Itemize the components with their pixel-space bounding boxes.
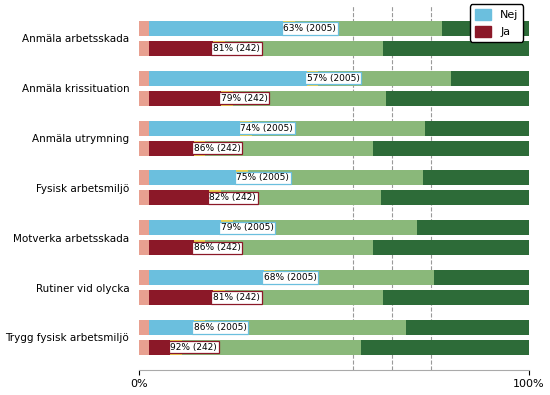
Bar bbox=[434, 270, 529, 285]
Bar bbox=[225, 41, 383, 56]
Bar bbox=[148, 141, 194, 156]
Bar bbox=[248, 171, 424, 185]
Bar bbox=[276, 270, 434, 285]
Text: 57% (2005): 57% (2005) bbox=[306, 74, 360, 83]
Bar bbox=[148, 340, 170, 355]
Bar bbox=[139, 91, 148, 106]
Bar bbox=[387, 91, 529, 106]
Legend: Nej, Ja: Nej, Ja bbox=[470, 4, 523, 42]
Bar bbox=[182, 340, 361, 355]
Bar bbox=[148, 290, 213, 305]
Bar bbox=[381, 190, 529, 205]
Bar bbox=[373, 240, 529, 255]
Bar bbox=[361, 340, 529, 355]
Bar bbox=[148, 220, 221, 235]
Bar bbox=[221, 91, 233, 106]
Text: 79% (242): 79% (242) bbox=[221, 94, 268, 103]
Text: 68% (2005): 68% (2005) bbox=[263, 273, 317, 282]
Bar bbox=[383, 41, 529, 56]
Bar bbox=[240, 120, 252, 135]
Bar bbox=[213, 290, 225, 305]
Text: 75% (2005): 75% (2005) bbox=[236, 173, 289, 182]
Bar bbox=[236, 171, 248, 185]
Bar bbox=[139, 41, 148, 56]
Bar bbox=[424, 171, 529, 185]
Bar bbox=[139, 240, 148, 255]
Bar bbox=[139, 120, 148, 135]
Bar bbox=[139, 340, 148, 355]
Bar bbox=[194, 141, 205, 156]
Bar bbox=[205, 141, 373, 156]
Bar bbox=[139, 220, 148, 235]
Text: 86% (2005): 86% (2005) bbox=[194, 323, 246, 332]
Bar bbox=[148, 41, 213, 56]
Bar bbox=[406, 320, 529, 335]
Bar bbox=[233, 91, 387, 106]
Bar bbox=[139, 290, 148, 305]
Bar bbox=[148, 120, 240, 135]
Bar bbox=[233, 220, 417, 235]
Bar bbox=[139, 21, 148, 36]
Bar bbox=[306, 71, 318, 86]
Text: 82% (242): 82% (242) bbox=[209, 194, 256, 202]
Bar bbox=[139, 270, 148, 285]
Bar bbox=[452, 71, 529, 86]
Bar bbox=[209, 190, 221, 205]
Bar bbox=[194, 240, 205, 255]
Bar bbox=[221, 220, 233, 235]
Bar bbox=[263, 270, 276, 285]
Bar bbox=[139, 171, 148, 185]
Bar bbox=[221, 190, 381, 205]
Bar bbox=[252, 120, 425, 135]
Bar bbox=[139, 320, 148, 335]
Text: 79% (2005): 79% (2005) bbox=[221, 223, 274, 232]
Bar bbox=[383, 290, 529, 305]
Bar bbox=[148, 21, 283, 36]
Text: 63% (2005): 63% (2005) bbox=[283, 24, 336, 33]
Bar bbox=[194, 320, 205, 335]
Bar bbox=[295, 21, 442, 36]
Text: 74% (2005): 74% (2005) bbox=[240, 124, 293, 133]
Bar bbox=[373, 141, 529, 156]
Bar bbox=[139, 141, 148, 156]
Bar bbox=[225, 290, 383, 305]
Bar bbox=[318, 71, 452, 86]
Bar bbox=[425, 120, 529, 135]
Text: 92% (242): 92% (242) bbox=[170, 343, 217, 352]
Bar bbox=[417, 220, 529, 235]
Bar bbox=[148, 91, 221, 106]
Bar bbox=[139, 71, 148, 86]
Text: 86% (242): 86% (242) bbox=[194, 143, 240, 152]
Bar bbox=[205, 240, 373, 255]
Text: 81% (242): 81% (242) bbox=[213, 44, 260, 53]
Bar bbox=[283, 21, 295, 36]
Bar bbox=[170, 340, 182, 355]
Bar bbox=[148, 71, 306, 86]
Bar bbox=[139, 190, 148, 205]
Text: 81% (242): 81% (242) bbox=[213, 293, 260, 302]
Bar bbox=[148, 270, 263, 285]
Bar bbox=[205, 320, 406, 335]
Bar bbox=[213, 41, 225, 56]
Bar bbox=[148, 320, 194, 335]
Bar bbox=[148, 240, 194, 255]
Text: 86% (242): 86% (242) bbox=[194, 243, 240, 252]
Bar bbox=[148, 171, 236, 185]
Bar bbox=[148, 190, 209, 205]
Bar bbox=[442, 21, 529, 36]
